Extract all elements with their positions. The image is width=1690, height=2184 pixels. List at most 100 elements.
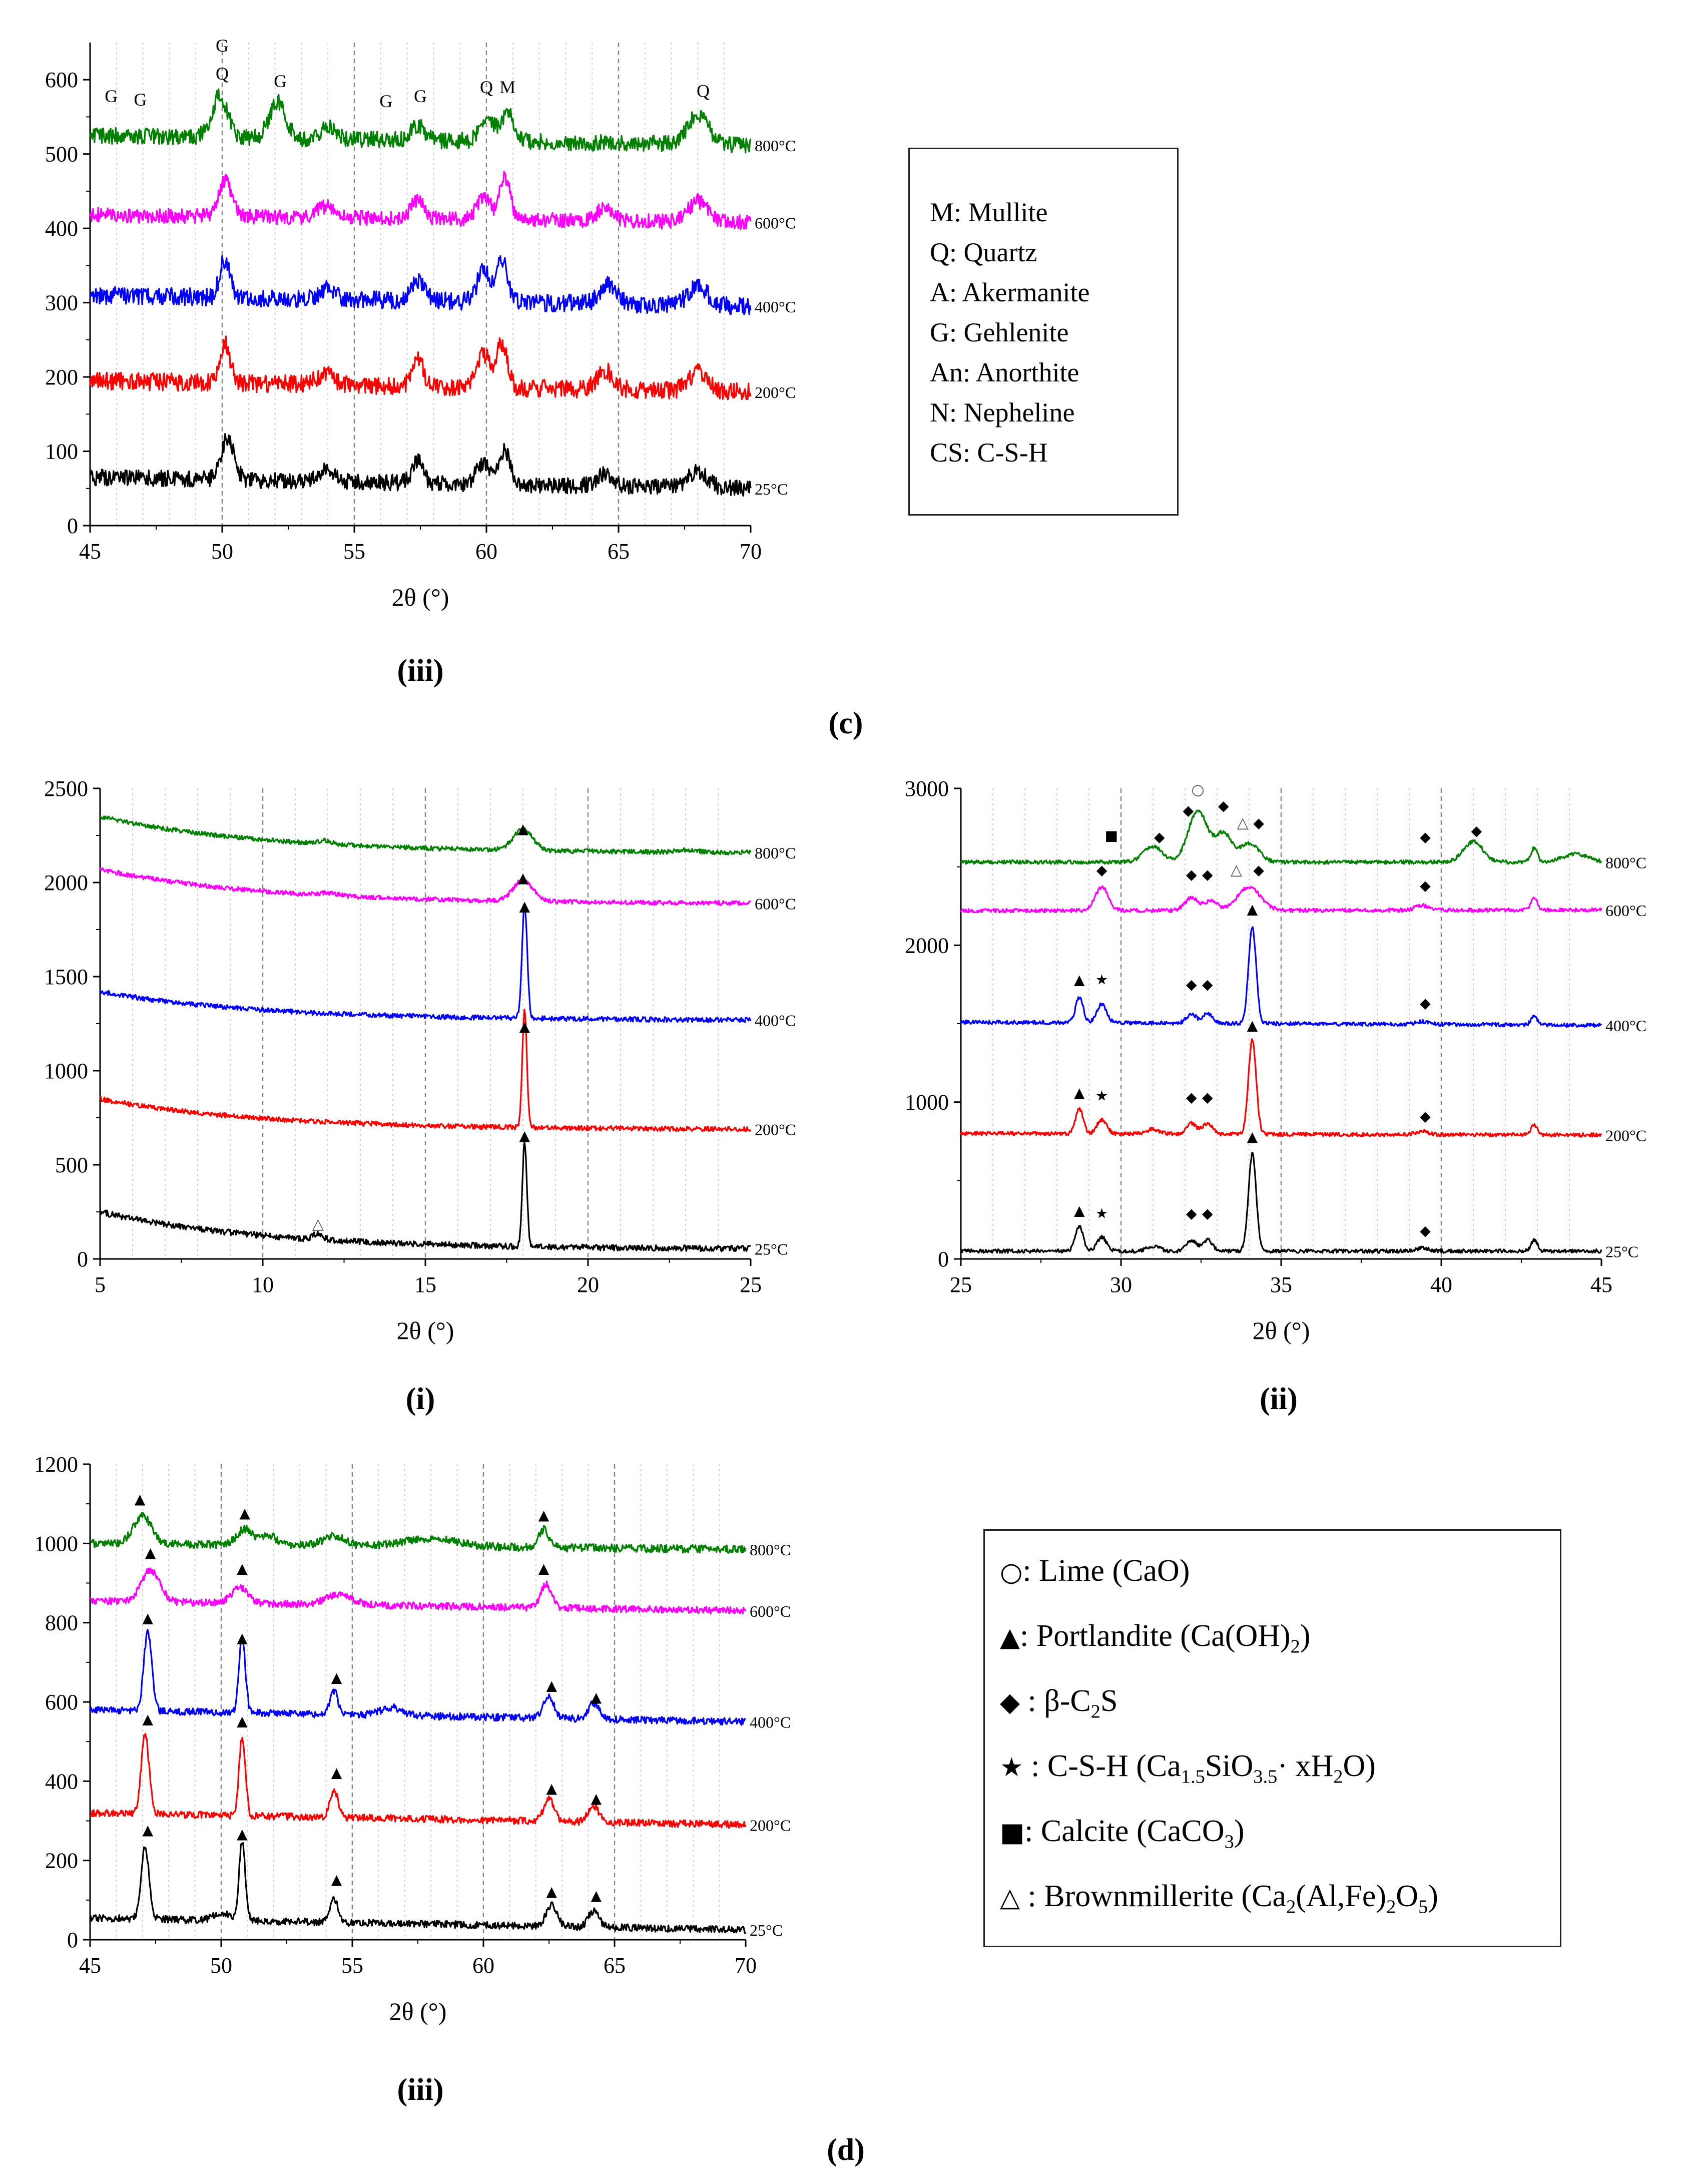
y-tick-label: 3000 — [905, 776, 949, 801]
peak-annotation: △ — [1237, 814, 1249, 831]
legend-c-item: G: Gehlenite — [930, 317, 1069, 347]
peak-annotation: ◆ — [1202, 976, 1213, 993]
series-label: 800°C — [755, 844, 796, 862]
peak-annotation: ▲ — [145, 1544, 156, 1561]
peak-annotation: ▲ — [519, 1127, 530, 1144]
y-tick-label: 300 — [45, 291, 78, 315]
legend-symbol: ○ — [1000, 1557, 1023, 1587]
series-line-25c — [960, 1152, 1602, 1254]
peak-annotation: G — [105, 86, 118, 106]
legend-c-item: An: Anorthite — [930, 357, 1079, 387]
peak-annotation: ◆ — [1183, 802, 1194, 818]
panel-label-c: (c) — [829, 706, 863, 740]
x-tick-label: 60 — [475, 539, 497, 564]
peak-annotation: ▲ — [237, 1826, 248, 1842]
series-label: 25°C — [1605, 1242, 1638, 1260]
legend-text: S — [1100, 1684, 1118, 1718]
peak-annotation: ▲ — [143, 1610, 154, 1626]
series-line-600c — [99, 867, 751, 907]
y-tick-label: 2000 — [44, 870, 88, 895]
x-axis-label: 2θ (°) — [397, 1317, 454, 1345]
series-label: 800°C — [750, 1541, 791, 1559]
peak-annotation: G — [379, 91, 392, 111]
y-tick-label: 2500 — [44, 776, 88, 801]
y-tick-label: 400 — [45, 1769, 78, 1794]
peak-annotation: ▲ — [135, 1491, 146, 1507]
series-label: 400°C — [1605, 1017, 1646, 1035]
peak-annotation: ◆ — [1202, 866, 1213, 883]
series-line-200c — [89, 335, 752, 400]
peak-annotation: ▲ — [517, 869, 528, 886]
peak-annotation: M — [499, 77, 515, 97]
legend-d-item: ▲: Portlandite (Ca(OH)2) — [1000, 1618, 1311, 1657]
legend-d-item: ○: Lime (CaO) — [1000, 1553, 1190, 1589]
legend-symbol: ▲ — [1000, 1622, 1020, 1652]
peak-annotation: ◆ — [1186, 976, 1197, 993]
y-tick-label: 400 — [45, 216, 78, 241]
y-tick-label: 600 — [45, 68, 78, 92]
peak-annotation: ○ — [1192, 781, 1205, 799]
series-line-400c — [89, 1629, 746, 1726]
peak-annotation: ▲ — [519, 898, 530, 914]
peak-annotation: ▲ — [546, 1883, 557, 1900]
legend-c-item: Q: Quartz — [930, 237, 1037, 267]
x-tick-label: 45 — [1590, 1272, 1612, 1297]
series-line-25c — [99, 1141, 751, 1252]
peak-annotation: ◆ — [1253, 861, 1264, 878]
series-line-200c — [89, 1733, 747, 1829]
peak-annotation: ▲ — [591, 1689, 602, 1705]
legend-text: SiO — [1205, 1749, 1254, 1783]
peak-annotation: G — [134, 90, 147, 110]
series-line-600c — [89, 171, 752, 230]
x-axis-label: 2θ (°) — [1253, 1317, 1310, 1345]
legend-text: : Lime (CaO) — [1022, 1554, 1190, 1588]
x-tick-label: 65 — [604, 1953, 626, 1978]
y-tick-label: 100 — [45, 440, 78, 464]
peak-annotation: ▲ — [1247, 1128, 1258, 1145]
series-line-600c — [89, 1567, 747, 1615]
series-line-400c — [99, 906, 752, 1023]
series-label: 25°C — [755, 480, 788, 498]
y-tick-label: 2000 — [905, 933, 949, 958]
peak-annotation: Q — [480, 77, 493, 97]
x-tick-label: 60 — [472, 1953, 494, 1978]
y-tick-label: 800 — [45, 1611, 78, 1635]
series-label: 400°C — [750, 1713, 791, 1731]
y-tick-label: 0 — [938, 1247, 949, 1271]
legend-text: (Al,Fe) — [1296, 1879, 1387, 1913]
peak-annotation: ◆ — [1420, 829, 1431, 845]
legend-d-item: △ : Brownmillerite (Ca2(Al,Fe)2O5) — [1000, 1879, 1438, 1918]
legend-text: · xH — [1277, 1749, 1334, 1783]
peak-annotation: ◆ — [1186, 1205, 1197, 1222]
peak-annotation: ◆ — [1186, 1089, 1197, 1106]
legend-d-item: ■: Calcite (CaCO3) — [1000, 1814, 1244, 1853]
peak-annotation: △ — [312, 1215, 324, 1233]
peak-annotation: ▲ — [519, 1018, 530, 1035]
peak-annotation: ▲ — [237, 1713, 248, 1729]
chart-c-iii: 0 100 200 300 400 500 600 45 50 55 60 65 70 2θ (°) 25°… — [45, 36, 796, 611]
legend-symbol: ■ — [1000, 1818, 1025, 1848]
legend-d-item: ★ : C-S-H (Ca1.5SiO3.5· xH2O) — [1000, 1749, 1376, 1788]
series-line-400c — [89, 255, 752, 315]
y-tick-label: 200 — [45, 365, 78, 389]
peak-annotation: ◆ — [1202, 1089, 1213, 1106]
series-line-800c — [960, 809, 1602, 865]
x-axis-label: 2θ (°) — [392, 583, 449, 611]
x-tick-label: 65 — [608, 539, 630, 564]
series-label: 25°C — [750, 1921, 783, 1939]
series-label: 800°C — [1605, 853, 1646, 871]
peak-annotation: ▲ — [591, 1790, 602, 1807]
legend-text: ) — [1300, 1619, 1311, 1653]
y-tick-label: 0 — [67, 1928, 78, 1952]
peak-annotation: △ — [1231, 861, 1242, 879]
chart-d-i: 0 500 1000 1500 2000 2500 5 10 15 20 25 2θ (°) 25°C 2… — [44, 776, 796, 1345]
peak-annotation: G — [274, 71, 287, 91]
x-tick-label: 70 — [735, 1953, 757, 1978]
series-label: 600°C — [750, 1602, 791, 1620]
legend-c-item: CS: C-S-H — [930, 438, 1048, 468]
x-tick-label: 50 — [210, 1953, 232, 1978]
peak-annotation: ▲ — [538, 1507, 549, 1523]
peak-annotation: ◆ — [1202, 1205, 1213, 1222]
peak-annotation: ◆ — [1420, 878, 1431, 894]
x-tick-label: 5 — [95, 1272, 106, 1297]
